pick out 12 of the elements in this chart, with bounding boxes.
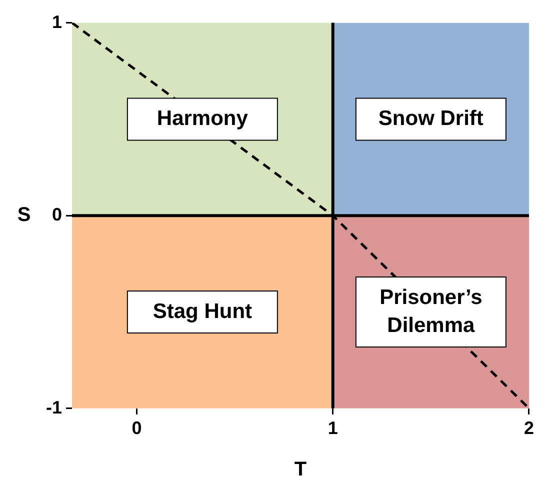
x-tick-label: 1 [328,418,338,438]
annotation: Prisoner’s Dilemma [380,286,482,337]
y-axis-title: S [17,204,31,226]
annotation: Snow Drift [378,106,484,130]
annotation: Stag Hunt [152,300,252,323]
x-axis-title: T [294,458,307,481]
annotation: Harmony [156,106,248,130]
y-tick-label: 0 [52,204,62,225]
x-tick-label: 0 [132,418,142,438]
y-tick-label: 1 [52,12,62,32]
x-tick-label: 2 [524,418,534,438]
y-tick-label: -1 [46,397,62,418]
